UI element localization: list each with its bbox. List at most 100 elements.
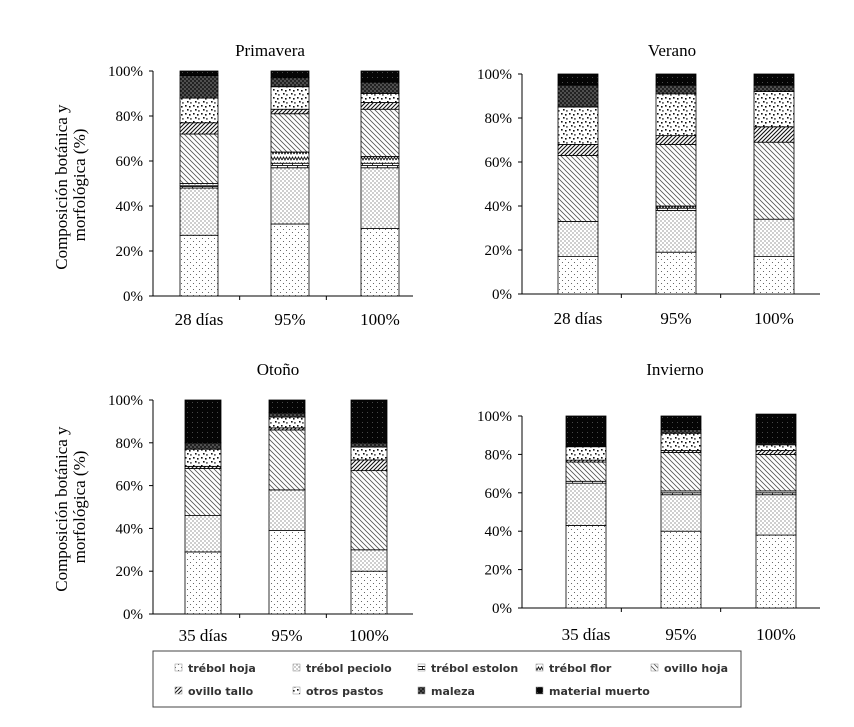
legend-item-maleza: maleza (417, 685, 475, 698)
legend-swatch (650, 663, 659, 672)
chart-panel-primavera: Primavera 0% 20% 40% 60% 80% 100% 28 días 95% 100… (108, 41, 413, 329)
bar-segment-otros-pastos (755, 444, 797, 451)
legend-item-trebol-peciolo: trébol peciolo (292, 662, 392, 675)
legend-item-trebol-estolon: trébol estolon (417, 662, 518, 675)
y-tick-label: 20% (485, 243, 513, 259)
x-category-label: 100% (756, 625, 796, 644)
bar-segment-material-muerto (350, 399, 388, 444)
y-axis-label-line-2: morfológica (%) (70, 451, 89, 564)
bar-segment-maleza (753, 84, 795, 92)
x-category-label: 28 días (554, 309, 603, 328)
y-tick-label: 40% (116, 521, 144, 537)
bar-segment-ovillo-hoja (350, 470, 388, 551)
bar-segment-ovillo-hoja (755, 453, 797, 492)
legend-swatch (174, 686, 183, 695)
chart-panel-otono: Otoño 0% 20% 40% 60% 80% 100% 35 días 95% 100% (108, 360, 413, 645)
y-tick-label: 60% (485, 155, 513, 171)
legend-label: trébol hoja (188, 662, 256, 675)
legend-label: trébol estolon (431, 662, 518, 675)
y-tick-label: 100% (477, 67, 512, 83)
bar-segment-trebol-peciolo (753, 218, 795, 257)
bar-segment-trebol-peciolo (268, 489, 306, 531)
bar-segment-ovillo-tallo (755, 450, 797, 455)
legend-swatch (292, 686, 301, 695)
y-tick-label: 40% (485, 524, 513, 540)
legend-label: trébol peciolo (306, 662, 392, 675)
bar-segment-ovillo-hoja (179, 133, 219, 184)
bar-segment-otros-pastos (184, 448, 222, 467)
legend-item-otros-pastos: otros pastos (292, 685, 384, 698)
bar-segment-ovillo-hoja (660, 452, 702, 492)
legend-item-trebol-flor: trébol flor (535, 662, 612, 675)
bar-segment-material-muerto (179, 70, 219, 76)
y-tick-label: 20% (116, 244, 144, 260)
bar-segment-trebol-peciolo (557, 220, 599, 257)
bar-segment-ovillo-tallo (655, 135, 697, 145)
bar-segment-ovillo-hoja (360, 108, 400, 157)
bar-segment-trebol-peciolo (655, 209, 697, 253)
bar-segment-trebol-hoja (660, 530, 702, 609)
bar-segment-ovillo-hoja (753, 141, 795, 220)
chart-panel-invierno: Invierno 0% 20% 40% 60% 80% 100% 35 días 95% 100% (477, 360, 820, 644)
bar-segment-otros-pastos (660, 432, 702, 451)
bar-segment-trebol-hoja (184, 551, 222, 615)
bar-segment-maleza (268, 412, 306, 418)
bar-segment-material-muerto (360, 70, 400, 83)
y-tick-label: 100% (108, 393, 143, 409)
bar-segment-trebol-hoja (350, 570, 388, 615)
y-tick-label: 80% (485, 447, 513, 463)
bar-segment-ovillo-tallo (753, 126, 795, 143)
bar-segment-trebol-peciolo (755, 494, 797, 536)
legend-swatch (174, 663, 183, 672)
y-tick-label: 60% (116, 479, 144, 495)
x-category-label: 95% (660, 309, 691, 328)
chart-panel-verano: Verano 0% 20% 40% 60% 80% 100% 28 días 95% 100% (477, 41, 820, 328)
bar-segment-material-muerto (753, 73, 795, 86)
bar-segment-maleza (557, 84, 599, 108)
x-category-label: 100% (754, 309, 794, 328)
bar-segment-trebol-hoja (270, 223, 310, 297)
chart-title: Verano (648, 41, 696, 60)
y-tick-label: 80% (485, 111, 513, 127)
bar-segment-maleza (350, 442, 388, 448)
bar-segment-trebol-peciolo (184, 515, 222, 553)
chart-title: Invierno (646, 360, 704, 379)
bar-segment-trebol-hoja (179, 234, 219, 297)
bar-segment-ovillo-tallo (350, 459, 388, 472)
y-axis-label-top: Composición botánica y morfológica (%) (52, 100, 89, 270)
bar-segment-trebol-hoja (360, 228, 400, 297)
legend-swatch (535, 663, 544, 672)
legend-swatch (535, 686, 544, 695)
y-tick-label: 20% (485, 563, 513, 579)
bar-segment-material-muerto (184, 399, 222, 444)
legend-item-trebol-hoja: trébol hoja (174, 662, 256, 675)
bar-segment-trebol-estolon (270, 162, 310, 169)
y-axis-label-line-1: Composición botánica y (52, 426, 71, 592)
legend-swatch (417, 686, 426, 695)
bar-segment-trebol-peciolo (565, 482, 607, 526)
bar-segment-trebol-hoja (565, 525, 607, 609)
bar-segment-material-muerto (755, 413, 797, 444)
y-tick-label: 100% (108, 64, 143, 80)
y-tick-label: 0% (492, 287, 512, 303)
bar-segment-ovillo-tallo (270, 108, 310, 115)
x-category-label: 95% (274, 310, 305, 329)
y-tick-label: 0% (492, 601, 512, 617)
bar-segment-otros-pastos (655, 93, 697, 137)
x-category-label: 100% (360, 310, 400, 329)
bar-segment-material-muerto (660, 415, 702, 430)
bar-segment-material-muerto (557, 73, 599, 86)
bar-segment-otros-pastos (565, 446, 607, 461)
bar-segment-maleza (655, 84, 697, 95)
bar-segment-material-muerto (655, 73, 697, 86)
chart-title: Primavera (235, 41, 305, 60)
bar-segment-trebol-peciolo (350, 549, 388, 572)
legend-label: otros pastos (306, 685, 384, 698)
bar-segment-otros-pastos (350, 446, 388, 461)
legend-box (152, 650, 742, 708)
bar-segment-otros-pastos (360, 93, 400, 103)
y-tick-label: 0% (123, 607, 143, 623)
legend-swatch (292, 663, 301, 672)
bar-segment-material-muerto (270, 70, 310, 79)
bar-segment-trebol-hoja (755, 534, 797, 609)
